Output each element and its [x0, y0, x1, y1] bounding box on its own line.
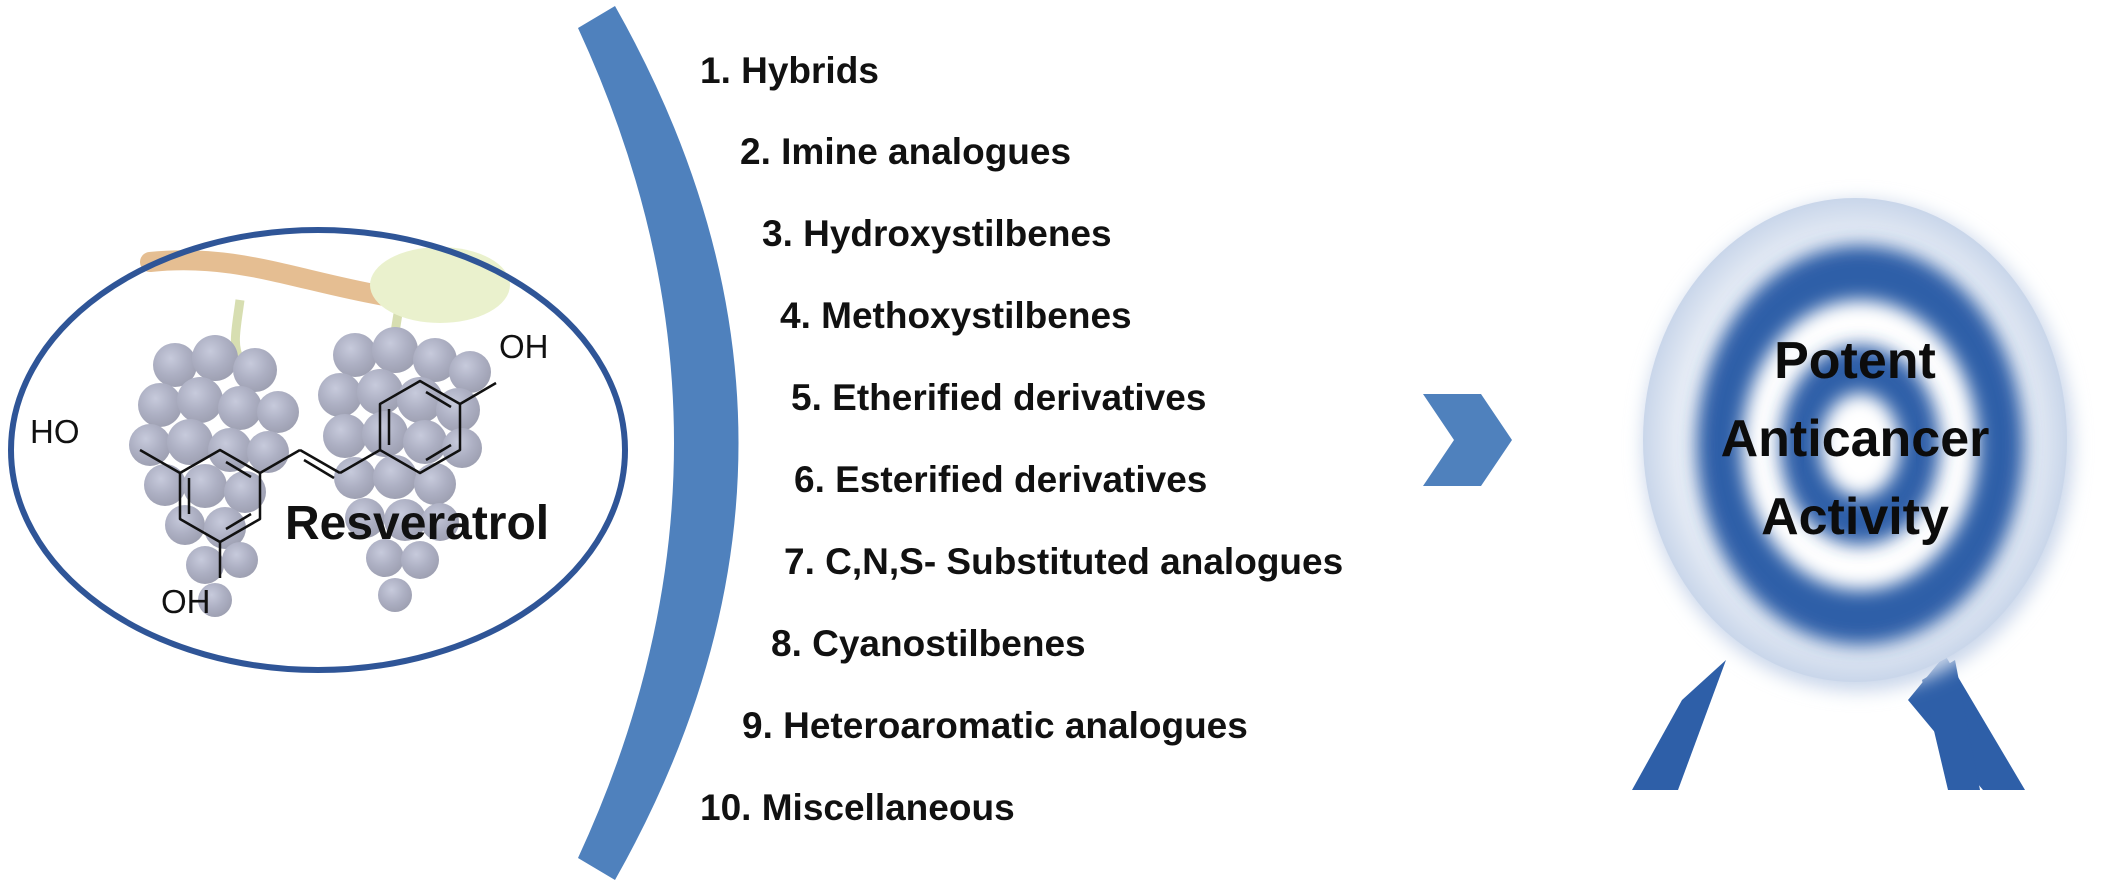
substituent-oh-top: OH: [499, 328, 549, 365]
list-item: 9. Heteroaromatic analogues: [742, 705, 1248, 746]
list-item: 5. Etherified derivatives: [791, 377, 1207, 418]
list-item: 8. Cyanostilbenes: [771, 623, 1086, 664]
target-label-line-1: Potent: [1774, 332, 1936, 390]
list-item: 3. Hydroxystilbenes: [762, 213, 1112, 254]
grape-illustration: [129, 247, 510, 617]
compound-name: Resveratrol: [285, 497, 550, 550]
resveratrol-ellipse: [8, 227, 628, 673]
target-icon: [1632, 198, 2073, 790]
list-item: 4. Methoxystilbenes: [780, 295, 1132, 336]
list-item: 7. C,N,S- Substituted analogues: [784, 541, 1344, 582]
list-item: 6. Esterified derivatives: [794, 459, 1208, 500]
curved-bracket: [578, 6, 739, 880]
substituent-ho-left: HO: [30, 413, 80, 450]
chevron-arrow-icon: [1423, 394, 1512, 486]
substituent-oh-bottom: OH: [161, 583, 211, 620]
target-label-line-2: Anticancer: [1720, 410, 1990, 468]
resveratrol-structure: [139, 379, 497, 578]
list-item: 1. Hybrids: [700, 50, 879, 91]
list-item: 2. Imine analogues: [740, 131, 1072, 172]
target-label-line-3: Activity: [1761, 488, 1949, 546]
list-item: 10. Miscellaneous: [700, 787, 1015, 828]
